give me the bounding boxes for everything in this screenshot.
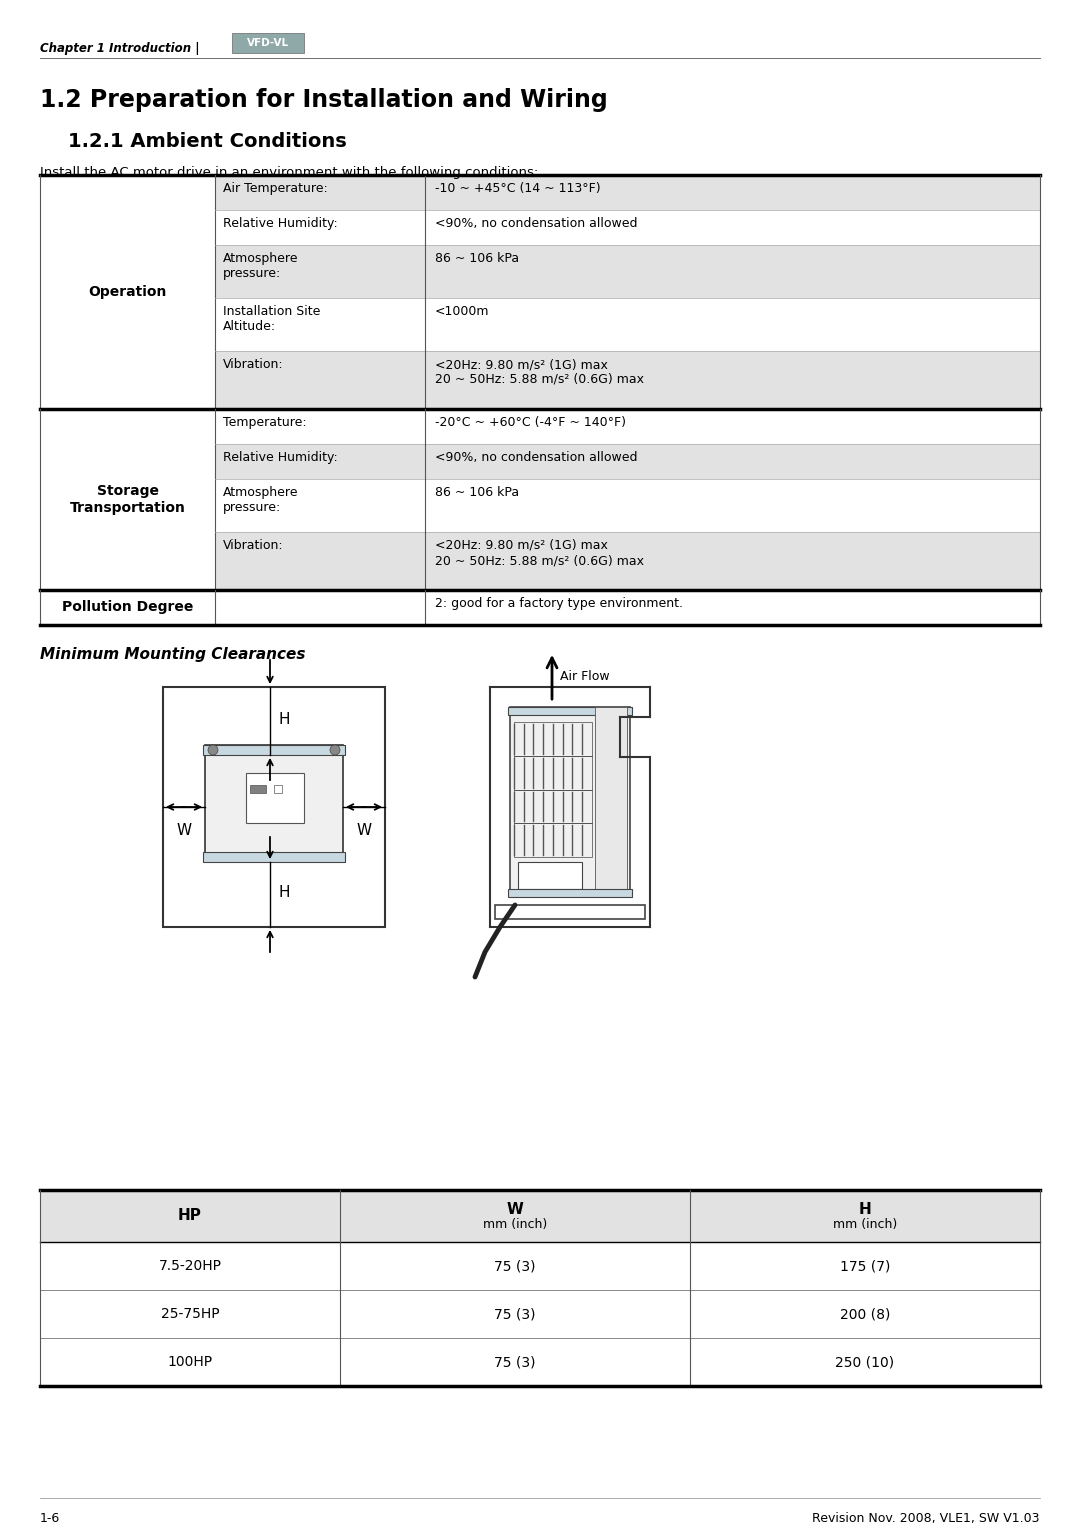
Text: Relative Humidity:: Relative Humidity: — [222, 451, 338, 463]
Text: Operation: Operation — [89, 285, 166, 299]
Bar — [518, 862, 582, 890]
Text: Minimum Mounting Clearances: Minimum Mounting Clearances — [40, 647, 306, 663]
Bar — [514, 790, 592, 824]
Text: <20Hz: 9.80 m/s² (1G) max
20 ~ 50Hz: 5.88 m/s² (0.6G) max: <20Hz: 9.80 m/s² (1G) max 20 ~ 50Hz: 5.8… — [435, 538, 644, 568]
Text: Relative Humidity:: Relative Humidity: — [222, 216, 338, 230]
Text: H: H — [278, 885, 289, 900]
Text: W: W — [356, 824, 372, 838]
Bar — [495, 905, 645, 919]
Text: 175 (7): 175 (7) — [840, 1259, 890, 1273]
Text: mm (inch): mm (inch) — [833, 1218, 897, 1230]
Text: Air Flow: Air Flow — [561, 670, 609, 684]
Text: Revision Nov. 2008, VLE1, SW V1.03: Revision Nov. 2008, VLE1, SW V1.03 — [812, 1513, 1040, 1525]
Text: 100HP: 100HP — [167, 1355, 213, 1368]
Bar — [163, 687, 384, 927]
Bar — [203, 851, 345, 862]
Text: W: W — [507, 1203, 524, 1216]
Text: Vibration:: Vibration: — [222, 357, 284, 371]
Bar — [215, 443, 1040, 479]
Text: <90%, no condensation allowed: <90%, no condensation allowed — [435, 216, 637, 230]
Text: HP: HP — [178, 1209, 202, 1224]
Text: Atmosphere
pressure:: Atmosphere pressure: — [222, 486, 298, 514]
Bar — [246, 773, 305, 824]
Text: mm (inch): mm (inch) — [483, 1218, 548, 1230]
Bar — [232, 34, 303, 54]
Text: Storage
Transportation: Storage Transportation — [69, 485, 186, 514]
Bar — [508, 890, 632, 897]
Text: 2: good for a factory type environment.: 2: good for a factory type environment. — [435, 597, 683, 611]
Bar — [215, 532, 1040, 591]
Text: 25-75HP: 25-75HP — [161, 1307, 219, 1321]
Text: Chapter 1 Introduction |: Chapter 1 Introduction | — [40, 41, 204, 55]
Bar — [40, 1190, 1040, 1243]
Text: Installation Site
Altitude:: Installation Site Altitude: — [222, 305, 321, 333]
Text: <90%, no condensation allowed: <90%, no condensation allowed — [435, 451, 637, 463]
Bar — [510, 707, 630, 897]
Bar — [514, 756, 592, 790]
Text: 75 (3): 75 (3) — [495, 1259, 536, 1273]
Text: -10 ~ +45°C (14 ~ 113°F): -10 ~ +45°C (14 ~ 113°F) — [435, 183, 600, 195]
Text: <20Hz: 9.80 m/s² (1G) max
20 ~ 50Hz: 5.88 m/s² (0.6G) max: <20Hz: 9.80 m/s² (1G) max 20 ~ 50Hz: 5.8… — [435, 357, 644, 387]
Text: 75 (3): 75 (3) — [495, 1307, 536, 1321]
Bar — [251, 785, 267, 793]
Bar — [508, 707, 632, 715]
Text: 200 (8): 200 (8) — [840, 1307, 890, 1321]
Text: 250 (10): 250 (10) — [836, 1355, 894, 1368]
Bar — [203, 746, 345, 755]
Text: 7.5-20HP: 7.5-20HP — [159, 1259, 221, 1273]
Text: H: H — [278, 712, 289, 727]
Bar — [514, 723, 592, 756]
Bar — [595, 707, 627, 890]
Circle shape — [208, 746, 218, 755]
Text: 1.2 Preparation for Installation and Wiring: 1.2 Preparation for Installation and Wir… — [40, 87, 608, 112]
Text: Vibration:: Vibration: — [222, 538, 284, 552]
Bar — [274, 785, 282, 793]
Bar — [215, 175, 1040, 210]
Bar — [215, 351, 1040, 410]
Circle shape — [330, 746, 340, 755]
Text: 1-6: 1-6 — [40, 1513, 60, 1525]
Text: VFD-VL: VFD-VL — [247, 38, 289, 48]
Bar — [215, 245, 1040, 298]
Text: Pollution Degree: Pollution Degree — [62, 600, 193, 615]
Text: 75 (3): 75 (3) — [495, 1355, 536, 1368]
Bar — [514, 824, 592, 858]
Text: -20°C ~ +60°C (-4°F ~ 140°F): -20°C ~ +60°C (-4°F ~ 140°F) — [435, 416, 626, 430]
Text: Air Temperature:: Air Temperature: — [222, 183, 327, 195]
Text: Atmosphere
pressure:: Atmosphere pressure: — [222, 252, 298, 281]
Text: H: H — [859, 1203, 872, 1216]
Text: W: W — [176, 824, 191, 838]
Text: <1000m: <1000m — [435, 305, 489, 318]
Text: Temperature:: Temperature: — [222, 416, 307, 430]
Text: Install the AC motor drive in an environment with the following conditions:: Install the AC motor drive in an environ… — [40, 166, 538, 179]
Text: 1.2.1 Ambient Conditions: 1.2.1 Ambient Conditions — [68, 132, 347, 150]
Text: 86 ~ 106 kPa: 86 ~ 106 kPa — [435, 252, 519, 265]
Text: 86 ~ 106 kPa: 86 ~ 106 kPa — [435, 486, 519, 499]
Bar — [205, 746, 343, 862]
